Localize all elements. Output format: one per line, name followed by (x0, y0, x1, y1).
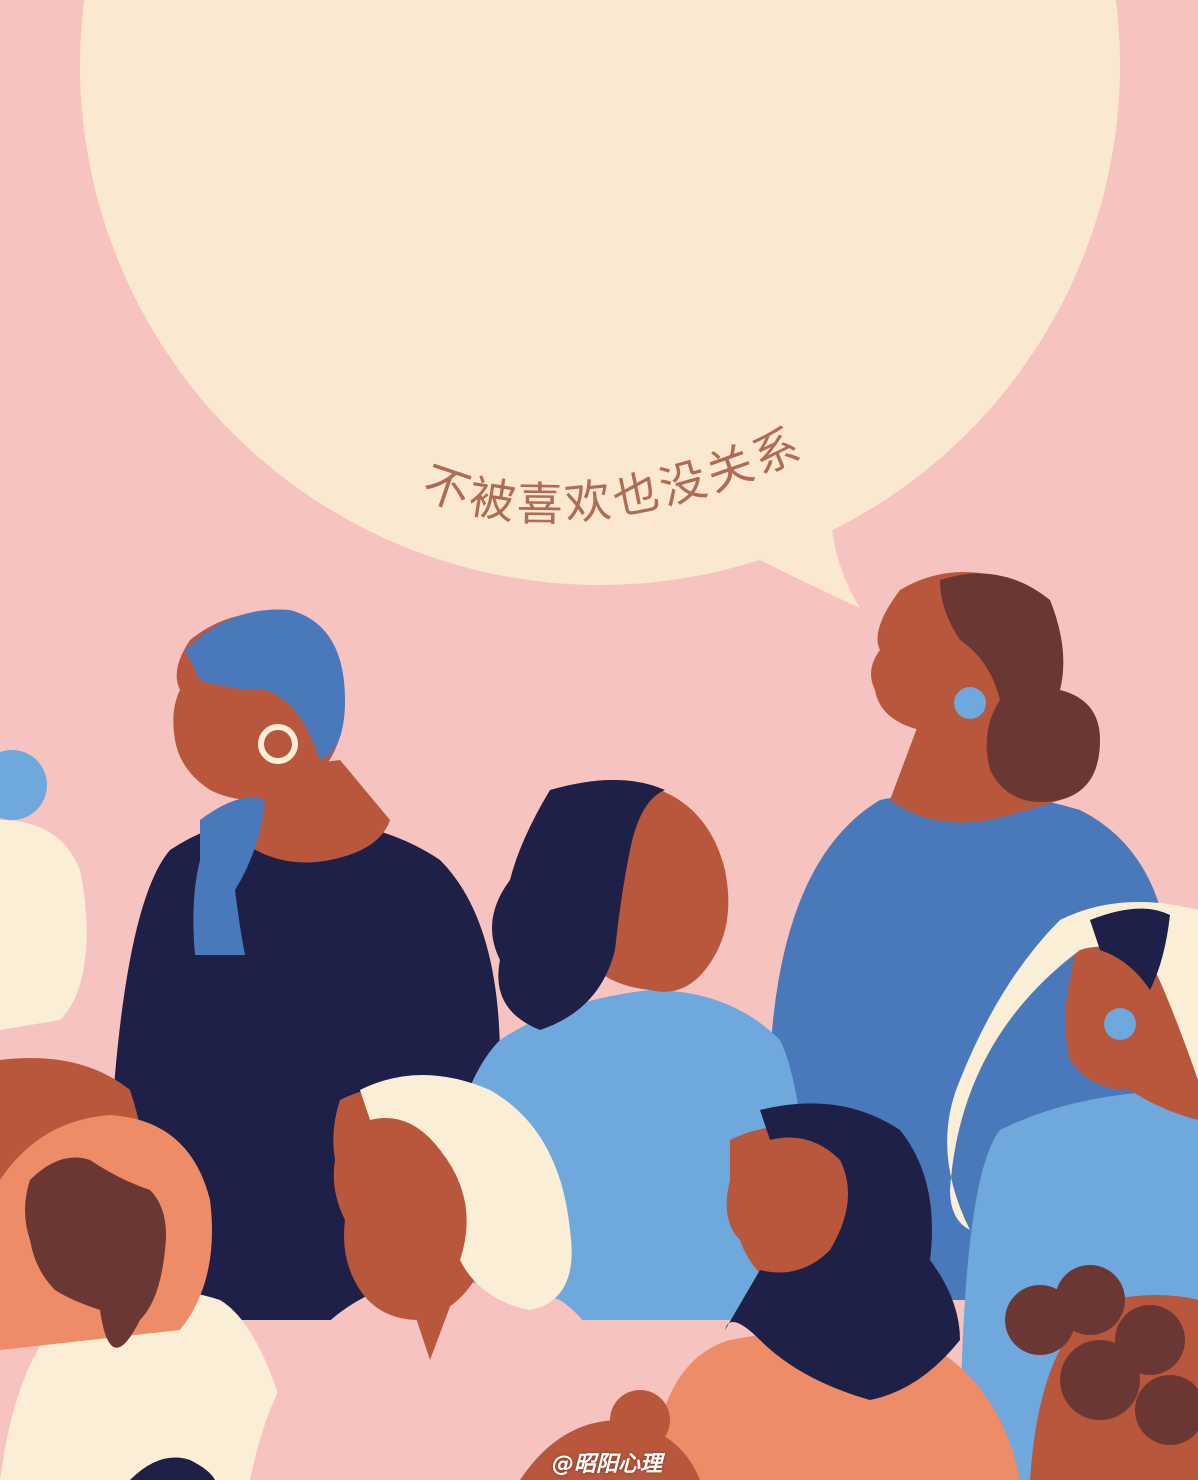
woman-bottom-small-navy-hair (130, 1457, 215, 1480)
woman-bottom-curly-hair (1005, 1265, 1198, 1480)
speech-bubble (80, 0, 1120, 608)
woman-bottom-left-peach (0, 1115, 300, 1480)
woman-center-cream-bob (250, 1075, 640, 1480)
woman-hijab (650, 1103, 1020, 1480)
watermark-text: @昭阳心理 (552, 1452, 663, 1477)
woman-bottom-center-head (520, 1390, 700, 1480)
